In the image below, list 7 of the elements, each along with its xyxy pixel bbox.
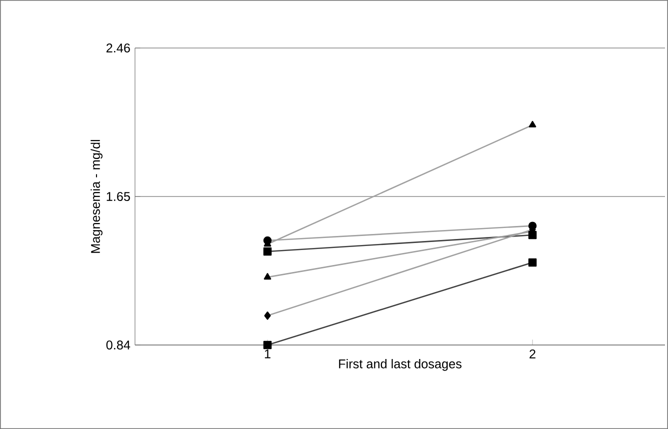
x-axis-title: First and last dosages <box>339 359 462 371</box>
y-tick-label: 2.46 <box>106 44 130 52</box>
y-tick-label: 1.65 <box>106 192 130 201</box>
y-axis-title: Magnesemia - mg/dl <box>90 140 102 253</box>
y-tick-label: 0.84 <box>106 340 130 350</box>
x-tick-label: 1 <box>264 349 270 358</box>
x-tick-label: 2 <box>530 349 536 358</box>
